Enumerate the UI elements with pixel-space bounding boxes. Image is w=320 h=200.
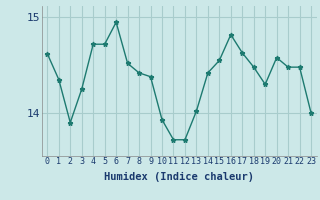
X-axis label: Humidex (Indice chaleur): Humidex (Indice chaleur): [104, 172, 254, 182]
